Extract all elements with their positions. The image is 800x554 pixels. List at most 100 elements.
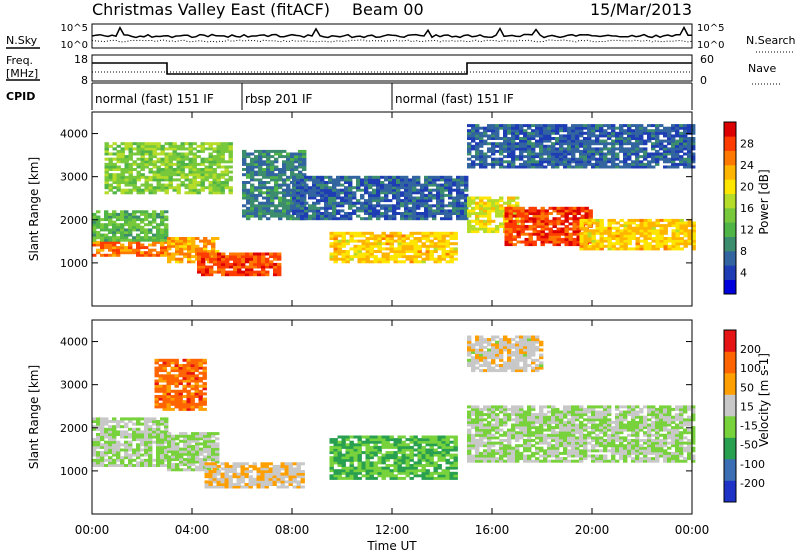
echo-cell xyxy=(160,157,165,161)
echo-cell xyxy=(136,191,141,195)
echo-cell xyxy=(536,209,541,213)
echo-cell xyxy=(599,244,604,248)
echo-cell xyxy=(392,204,397,208)
echo-cell xyxy=(467,225,472,228)
echo-cell xyxy=(164,186,169,190)
echo-cell xyxy=(179,242,184,246)
echo-cell xyxy=(160,458,165,462)
echo-cell xyxy=(643,155,648,159)
echo-cell xyxy=(365,239,370,243)
echo-cell xyxy=(160,210,165,214)
echo-cell xyxy=(507,137,512,140)
echo-cell xyxy=(286,178,291,182)
echo-cell xyxy=(260,470,265,473)
echo-cell xyxy=(365,476,370,480)
echo-cell xyxy=(112,228,117,232)
echo-cell xyxy=(647,242,652,246)
echo-cell xyxy=(543,144,548,148)
echo-cell xyxy=(364,204,369,208)
echo-cell xyxy=(440,183,445,187)
echo-cell xyxy=(204,475,209,479)
echo-cell xyxy=(148,183,153,187)
freq-strip-frame xyxy=(91,54,693,82)
echo-cell xyxy=(324,217,329,221)
echo-cell xyxy=(156,251,161,255)
echo-cell xyxy=(397,231,402,235)
echo-cell xyxy=(192,155,197,159)
echo-cell xyxy=(216,160,221,164)
echo-cell xyxy=(160,144,165,148)
echo-cell xyxy=(515,155,520,159)
echo-cell xyxy=(416,191,421,195)
echo-cell xyxy=(198,397,203,401)
echo-cell xyxy=(453,242,458,246)
echo-cell xyxy=(337,464,342,467)
echo-cell xyxy=(643,139,648,143)
echo-cell xyxy=(483,196,488,200)
echo-cell xyxy=(224,168,229,171)
echo-cell xyxy=(249,260,254,264)
echo-cell xyxy=(479,222,484,226)
echo-cell xyxy=(635,149,640,153)
echo-cell xyxy=(324,209,329,213)
echo-cell xyxy=(511,204,516,208)
echo-cell xyxy=(120,228,125,232)
echo-cell xyxy=(174,361,179,365)
echo-cell xyxy=(116,253,121,257)
echo-cell xyxy=(186,395,191,398)
echo-cell xyxy=(170,379,175,383)
echo-cell xyxy=(647,129,652,133)
echo-cell xyxy=(524,217,529,221)
echo-cell xyxy=(120,175,125,179)
echo-cell xyxy=(188,165,193,169)
echo-cell xyxy=(507,149,512,153)
echo-cell xyxy=(160,186,165,190)
echo-cell xyxy=(220,173,225,177)
echo-cell xyxy=(576,222,581,226)
echo-cell xyxy=(547,139,552,143)
echo-cell xyxy=(353,445,358,449)
echo-cell xyxy=(445,239,450,243)
echo-cell xyxy=(290,170,295,174)
echo-cell xyxy=(369,250,374,253)
echo-cell xyxy=(205,255,210,259)
echo-cell xyxy=(603,244,608,248)
echo-cell xyxy=(603,226,608,230)
echo-cell xyxy=(475,142,480,146)
echo-cell xyxy=(96,417,101,421)
echo-cell xyxy=(124,425,129,429)
echo-cell xyxy=(571,165,576,169)
echo-cell xyxy=(242,186,247,190)
echo-cell xyxy=(691,137,696,140)
echo-cell xyxy=(687,144,692,148)
echo-cell xyxy=(639,234,644,238)
echo-cell xyxy=(182,379,187,383)
echo-cell xyxy=(270,199,275,203)
echo-cell xyxy=(441,234,446,238)
echo-cell xyxy=(242,157,247,161)
echo-cell xyxy=(296,181,301,184)
echo-cell xyxy=(292,467,297,471)
echo-cell xyxy=(556,219,561,223)
echo-cell xyxy=(154,389,159,393)
nsearch-label: N.Search xyxy=(746,34,796,47)
echo-cell xyxy=(116,433,121,436)
echo-cell xyxy=(519,126,524,130)
echo-cell xyxy=(623,224,628,228)
echo-cell xyxy=(298,173,303,177)
echo-cell xyxy=(679,224,684,228)
echo-cell xyxy=(170,376,175,380)
echo-cell xyxy=(432,193,437,197)
echo-cell xyxy=(368,178,373,182)
echo-cell xyxy=(615,139,620,143)
echo-cell xyxy=(340,209,345,213)
echo-cell xyxy=(128,225,133,229)
echo-cell xyxy=(587,149,592,153)
echo-cell xyxy=(365,453,370,457)
echo-cell xyxy=(364,212,369,215)
echo-cell xyxy=(201,270,206,274)
echo-cell xyxy=(515,157,520,161)
echo-cell xyxy=(96,240,101,244)
echo-cell xyxy=(264,464,269,468)
echo-cell xyxy=(329,466,334,470)
